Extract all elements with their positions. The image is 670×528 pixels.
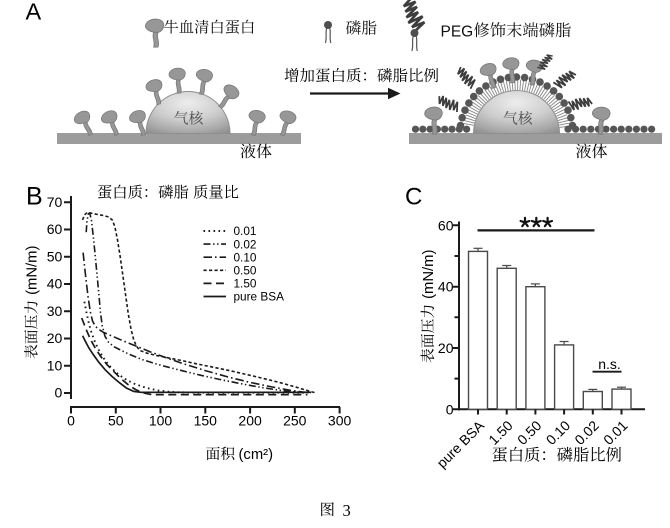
svg-text:A: A bbox=[26, 0, 42, 25]
svg-text:pure BSA: pure BSA bbox=[234, 290, 285, 304]
svg-text:10: 10 bbox=[47, 357, 63, 373]
svg-text:250: 250 bbox=[283, 412, 307, 428]
svg-text:(mN/m): (mN/m) bbox=[421, 250, 437, 303]
svg-text:50: 50 bbox=[108, 412, 124, 428]
svg-text:20: 20 bbox=[47, 330, 63, 346]
svg-text:50: 50 bbox=[47, 248, 63, 264]
svg-text:40: 40 bbox=[47, 276, 63, 292]
svg-text:150: 150 bbox=[194, 412, 218, 428]
svg-text:n.s.: n.s. bbox=[598, 356, 621, 372]
svg-text:0.02: 0.02 bbox=[234, 237, 257, 251]
svg-text:3: 3 bbox=[343, 501, 351, 520]
svg-text:0.10: 0.10 bbox=[234, 250, 257, 264]
svg-text:(cm²): (cm²) bbox=[239, 447, 274, 463]
svg-text:C: C bbox=[405, 184, 422, 211]
svg-text:60: 60 bbox=[47, 221, 63, 237]
svg-text:(mN/m): (mN/m) bbox=[25, 246, 41, 299]
svg-text:30: 30 bbox=[47, 303, 63, 319]
svg-text:60: 60 bbox=[438, 217, 454, 233]
svg-text:1.50: 1.50 bbox=[234, 277, 257, 291]
svg-text:20: 20 bbox=[438, 340, 454, 356]
svg-text:100: 100 bbox=[149, 412, 173, 428]
svg-text:0.01: 0.01 bbox=[234, 224, 257, 238]
svg-text:0: 0 bbox=[446, 401, 454, 417]
svg-text:0: 0 bbox=[55, 385, 63, 401]
svg-text:PEG: PEG bbox=[441, 24, 474, 41]
svg-text:70: 70 bbox=[47, 194, 63, 210]
svg-text:200: 200 bbox=[238, 412, 262, 428]
svg-text:B: B bbox=[26, 183, 43, 211]
svg-text:0: 0 bbox=[67, 412, 75, 428]
svg-text:0.50: 0.50 bbox=[234, 264, 257, 278]
svg-text:40: 40 bbox=[438, 279, 454, 295]
svg-text:300: 300 bbox=[328, 412, 352, 428]
